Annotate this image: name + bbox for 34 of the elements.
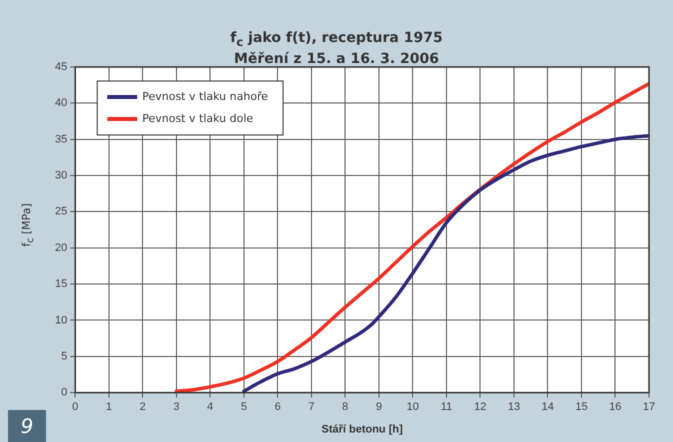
x-tick-label: 17 xyxy=(642,401,656,414)
y-tick-label: 5 xyxy=(61,350,68,362)
y-tick-label: 45 xyxy=(54,61,68,74)
x-tick-label: 5 xyxy=(240,401,248,414)
x-tick-label: 9 xyxy=(376,401,382,414)
legend-label: Pevnost v tlaku nahoře xyxy=(142,90,268,103)
x-tick-label: 4 xyxy=(207,401,214,414)
x-tick-label: 16 xyxy=(609,401,622,414)
x-tick-label: 2 xyxy=(140,401,146,414)
y-tick-label: 20 xyxy=(54,242,68,254)
x-tick-label: 7 xyxy=(308,401,315,414)
x-tick-label: 14 xyxy=(542,401,554,414)
chart-subtitle: Měření z 15. a 16. 3. 2006 xyxy=(234,50,440,67)
legend-label: Pevnost v tlaku dole xyxy=(142,112,254,125)
x-tick-label: 0 xyxy=(72,401,78,414)
y-tick-label: 10 xyxy=(54,314,68,326)
x-tick-label: 8 xyxy=(342,401,348,414)
x-tick-label: 12 xyxy=(474,401,486,414)
x-tick-label: 6 xyxy=(274,401,281,414)
y-tick-label: 0 xyxy=(61,386,68,399)
x-tick-label: 10 xyxy=(406,401,419,414)
x-tick-label: 15 xyxy=(575,401,588,414)
y-tick-label: 25 xyxy=(54,206,68,218)
x-tick-label: 13 xyxy=(508,401,520,414)
x-tick-label: 3 xyxy=(173,401,180,414)
y-tick-label: 15 xyxy=(54,278,68,290)
x-tick-label: 1 xyxy=(106,401,112,414)
chart-title: f$_{c}$ jako f(t), receptura 1975 xyxy=(229,30,444,51)
y-tick-label: 35 xyxy=(54,133,68,146)
x-tick-label: 11 xyxy=(440,401,452,414)
line-series xyxy=(242,134,649,393)
y-tick-label: 40 xyxy=(54,97,68,110)
y-tick-label: 30 xyxy=(54,170,68,182)
x-axis-title: Stáří betonu [h] xyxy=(321,423,404,436)
